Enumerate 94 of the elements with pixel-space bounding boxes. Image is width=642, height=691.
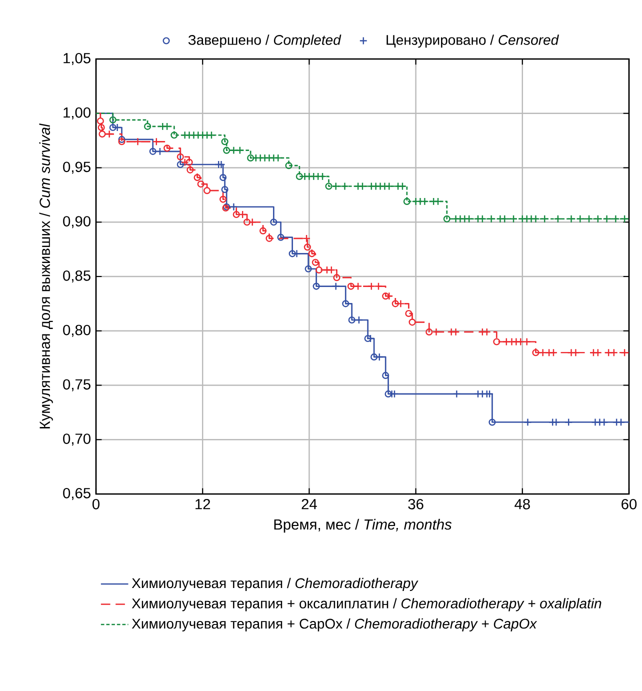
point bbox=[180, 158, 189, 166]
point bbox=[332, 282, 340, 290]
point bbox=[308, 250, 316, 258]
point bbox=[452, 390, 461, 398]
point bbox=[144, 122, 152, 130]
point bbox=[302, 234, 311, 242]
point bbox=[374, 282, 383, 290]
point bbox=[220, 174, 227, 182]
y-tick-label: 0,85 bbox=[63, 270, 90, 283]
point bbox=[285, 162, 292, 170]
legend-label: Химиолучевая терапия + CapOx / Chemoradiotherapy + CapOx bbox=[132, 618, 538, 632]
y-tick-label: 0,65 bbox=[63, 488, 90, 500]
point bbox=[385, 292, 394, 300]
point bbox=[109, 116, 116, 124]
x-tick-label: 12 bbox=[196, 498, 210, 510]
point bbox=[524, 418, 532, 426]
y-tick-label: 1,05 bbox=[64, 52, 90, 66]
point bbox=[96, 117, 104, 125]
point bbox=[594, 348, 602, 357]
point bbox=[312, 282, 320, 290]
point bbox=[312, 258, 319, 266]
x-tick-label: 48 bbox=[514, 498, 530, 510]
point bbox=[366, 334, 375, 343]
point bbox=[616, 418, 626, 426]
point bbox=[221, 138, 228, 146]
point bbox=[277, 234, 284, 241]
point bbox=[478, 328, 486, 336]
point bbox=[221, 186, 228, 194]
legend-label: Цензурировано / Censored bbox=[386, 34, 559, 48]
x-tick-label: 24 bbox=[302, 498, 317, 510]
point bbox=[170, 132, 178, 139]
point bbox=[266, 234, 273, 242]
point bbox=[327, 266, 336, 274]
y-tick-label: 0,90 bbox=[63, 216, 90, 228]
y-tick-label: 1,00 bbox=[64, 107, 90, 120]
point bbox=[176, 160, 184, 168]
point bbox=[522, 338, 531, 346]
point bbox=[164, 144, 171, 152]
point bbox=[186, 166, 194, 174]
point bbox=[270, 218, 278, 226]
point bbox=[502, 338, 510, 346]
point bbox=[259, 227, 267, 234]
point bbox=[382, 292, 390, 300]
point bbox=[220, 196, 227, 203]
point bbox=[452, 328, 460, 336]
x-tick-label: 60 bbox=[622, 498, 637, 510]
point bbox=[485, 390, 494, 398]
point bbox=[364, 334, 372, 342]
point bbox=[113, 123, 122, 132]
x-tick-label: 36 bbox=[408, 498, 424, 510]
point bbox=[604, 348, 613, 357]
point bbox=[204, 187, 211, 194]
x-tick-label: 0 bbox=[92, 498, 100, 510]
point bbox=[304, 244, 311, 251]
point bbox=[176, 153, 184, 160]
y-tick-label: 0,80 bbox=[63, 324, 90, 337]
point bbox=[292, 250, 301, 258]
legend-label: Химиолучевая терапия / Chemoradiotherapy bbox=[132, 578, 418, 591]
point bbox=[493, 338, 500, 346]
point bbox=[118, 136, 126, 144]
point bbox=[217, 160, 226, 169]
point bbox=[552, 418, 560, 426]
point bbox=[549, 348, 558, 357]
point bbox=[152, 138, 160, 146]
point bbox=[564, 418, 573, 426]
x-axis-title: Время, мес / Time, months bbox=[274, 518, 452, 533]
point bbox=[620, 348, 629, 357]
y-tick-label: 0,70 bbox=[63, 434, 90, 446]
point bbox=[610, 348, 618, 357]
y-tick-label: 0,95 bbox=[63, 162, 90, 174]
point bbox=[516, 338, 525, 346]
point bbox=[194, 174, 201, 182]
point bbox=[447, 328, 456, 336]
point bbox=[98, 124, 105, 132]
point bbox=[478, 390, 486, 398]
y-axis-title: Кумулятивная доля выживших / Cum survival bbox=[39, 123, 53, 428]
point bbox=[186, 158, 193, 166]
point bbox=[408, 318, 416, 326]
point bbox=[600, 418, 608, 426]
point bbox=[134, 138, 142, 146]
point bbox=[488, 418, 496, 426]
point bbox=[197, 180, 204, 188]
point bbox=[405, 310, 412, 318]
y-tick-label: 0,75 bbox=[63, 379, 90, 392]
point bbox=[118, 138, 126, 146]
point bbox=[482, 328, 491, 336]
point bbox=[304, 265, 312, 272]
legend-label: Химиолучевая терапия + оксалиплатин / Chemoradiotherapy + oxaliplatin bbox=[132, 598, 602, 612]
point bbox=[333, 274, 340, 282]
point bbox=[572, 348, 580, 357]
legend-label: Завершено / Completed bbox=[188, 34, 342, 48]
point bbox=[382, 372, 390, 379]
point bbox=[342, 300, 350, 308]
point bbox=[367, 282, 376, 290]
